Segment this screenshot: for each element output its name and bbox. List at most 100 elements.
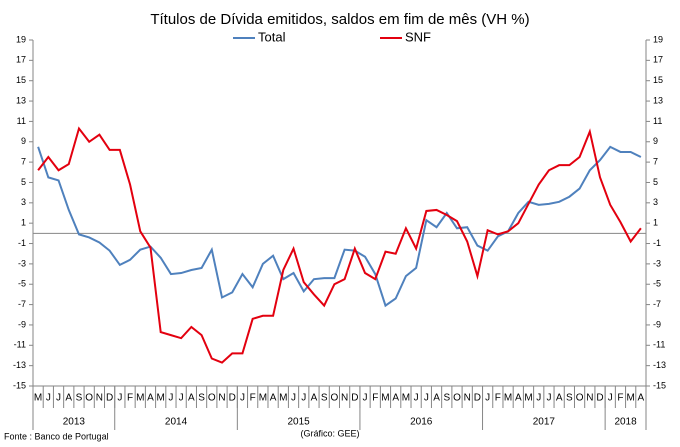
x-tick-label: M <box>259 393 267 404</box>
x-tick-label: J <box>117 393 122 404</box>
x-tick-label: O <box>576 393 584 404</box>
chart-title: Títulos de Dívida emitidos, saldos em fi… <box>150 11 529 28</box>
x-tick-label: D <box>596 393 603 404</box>
y-tick-label: 1 <box>21 218 26 228</box>
x-tick-label: J <box>363 393 368 404</box>
x-tick-label: O <box>85 393 93 404</box>
x-tick-label: M <box>524 393 532 404</box>
y-tick-label: -9 <box>18 319 26 329</box>
y-tick-label: 5 <box>21 177 26 187</box>
year-label: 2016 <box>410 417 433 428</box>
year-label: 2018 <box>614 417 637 428</box>
y2-tick-label: -7 <box>653 299 661 309</box>
y2-tick-label: -13 <box>653 360 666 370</box>
year-label: 2017 <box>533 417 556 428</box>
y-tick-label: -1 <box>18 238 26 248</box>
x-tick-label: J <box>168 393 173 404</box>
x-tick-label: J <box>291 393 296 404</box>
x-tick-label: J <box>424 393 429 404</box>
year-label: 2013 <box>63 417 86 428</box>
x-tick-label: S <box>321 393 328 404</box>
x-tick-label: J <box>485 393 490 404</box>
y2-tick-label: 11 <box>653 116 662 126</box>
credit: (Gráfico: GEE) <box>300 428 359 438</box>
x-tick-label: O <box>331 393 339 404</box>
x-tick-label: D <box>106 393 113 404</box>
x-tick-label: A <box>556 393 563 404</box>
year-label: 2015 <box>288 417 311 428</box>
x-tick-label: D <box>474 393 481 404</box>
x-tick-label: M <box>504 393 512 404</box>
x-tick-label: F <box>127 393 133 404</box>
x-tick-label: A <box>65 393 72 404</box>
x-tick-label: N <box>464 393 471 404</box>
y2-tick-label: 3 <box>653 197 658 207</box>
line-series <box>37 145 642 308</box>
year-label: 2014 <box>165 417 188 428</box>
x-tick-label: A <box>311 393 318 404</box>
x-tick-label: J <box>46 393 51 404</box>
y2-tick-label: 5 <box>653 177 658 187</box>
y2-tick-label: 13 <box>653 95 663 105</box>
x-tick-label: M <box>136 393 144 404</box>
y-tick-label: 17 <box>16 55 26 65</box>
legend-label: Total <box>258 29 286 44</box>
y2-tick-label: 19 <box>653 34 663 44</box>
x-tick-label: A <box>515 393 522 404</box>
x-tick-label: S <box>443 393 450 404</box>
line-series <box>37 126 642 364</box>
y2-tick-label: -9 <box>653 319 661 329</box>
y-tick-label: -15 <box>13 380 26 390</box>
x-tick-label: M <box>279 393 287 404</box>
x-tick-label: A <box>392 393 399 404</box>
x-tick-label: M <box>381 393 389 404</box>
y2-tick-label: -1 <box>653 238 661 248</box>
y2-tick-label: 1 <box>653 218 658 228</box>
x-tick-label: A <box>638 393 645 404</box>
x-tick-label: O <box>208 393 216 404</box>
y2-tick-label: -5 <box>653 279 661 289</box>
y-tick-label: 3 <box>21 197 26 207</box>
x-tick-label: A <box>433 393 440 404</box>
x-tick-label: A <box>270 393 277 404</box>
y-tick-label: 15 <box>16 75 26 85</box>
x-tick-label: J <box>414 393 419 404</box>
x-tick-label: M <box>627 393 635 404</box>
x-tick-label: F <box>372 393 378 404</box>
x-tick-label: M <box>402 393 410 404</box>
x-tick-label: A <box>188 393 195 404</box>
x-tick-label: A <box>147 393 154 404</box>
x-tick-label: J <box>56 393 61 404</box>
x-tick-label: N <box>586 393 593 404</box>
y2-tick-label: -15 <box>653 380 666 390</box>
y2-tick-label: 15 <box>653 75 663 85</box>
y2-tick-label: -11 <box>653 340 665 350</box>
y2-tick-label: 17 <box>653 55 663 65</box>
x-tick-label: D <box>229 393 236 404</box>
x-tick-label: J <box>240 393 245 404</box>
y2-tick-label: 9 <box>653 136 658 146</box>
x-tick-label: F <box>495 393 501 404</box>
y-tick-label: 11 <box>17 116 26 126</box>
x-tick-label: M <box>157 393 165 404</box>
x-tick-label: J <box>301 393 306 404</box>
y2-tick-label: -3 <box>653 258 661 268</box>
y2-tick-label: 7 <box>653 156 658 166</box>
y-tick-label: -11 <box>14 340 26 350</box>
x-tick-label: N <box>96 393 103 404</box>
x-tick-label: J <box>546 393 551 404</box>
x-tick-label: J <box>536 393 541 404</box>
x-tick-label: S <box>198 393 205 404</box>
x-tick-label: S <box>76 393 83 404</box>
y-tick-label: -5 <box>18 279 26 289</box>
legend-label: SNF <box>405 29 431 44</box>
y-tick-label: 19 <box>16 34 26 44</box>
x-tick-label: O <box>453 393 461 404</box>
x-tick-label: J <box>608 393 613 404</box>
x-tick-label: J <box>179 393 184 404</box>
x-tick-label: N <box>218 393 225 404</box>
y-tick-label: 7 <box>21 156 26 166</box>
y-tick-label: -13 <box>13 360 26 370</box>
y-tick-label: 9 <box>21 136 26 146</box>
